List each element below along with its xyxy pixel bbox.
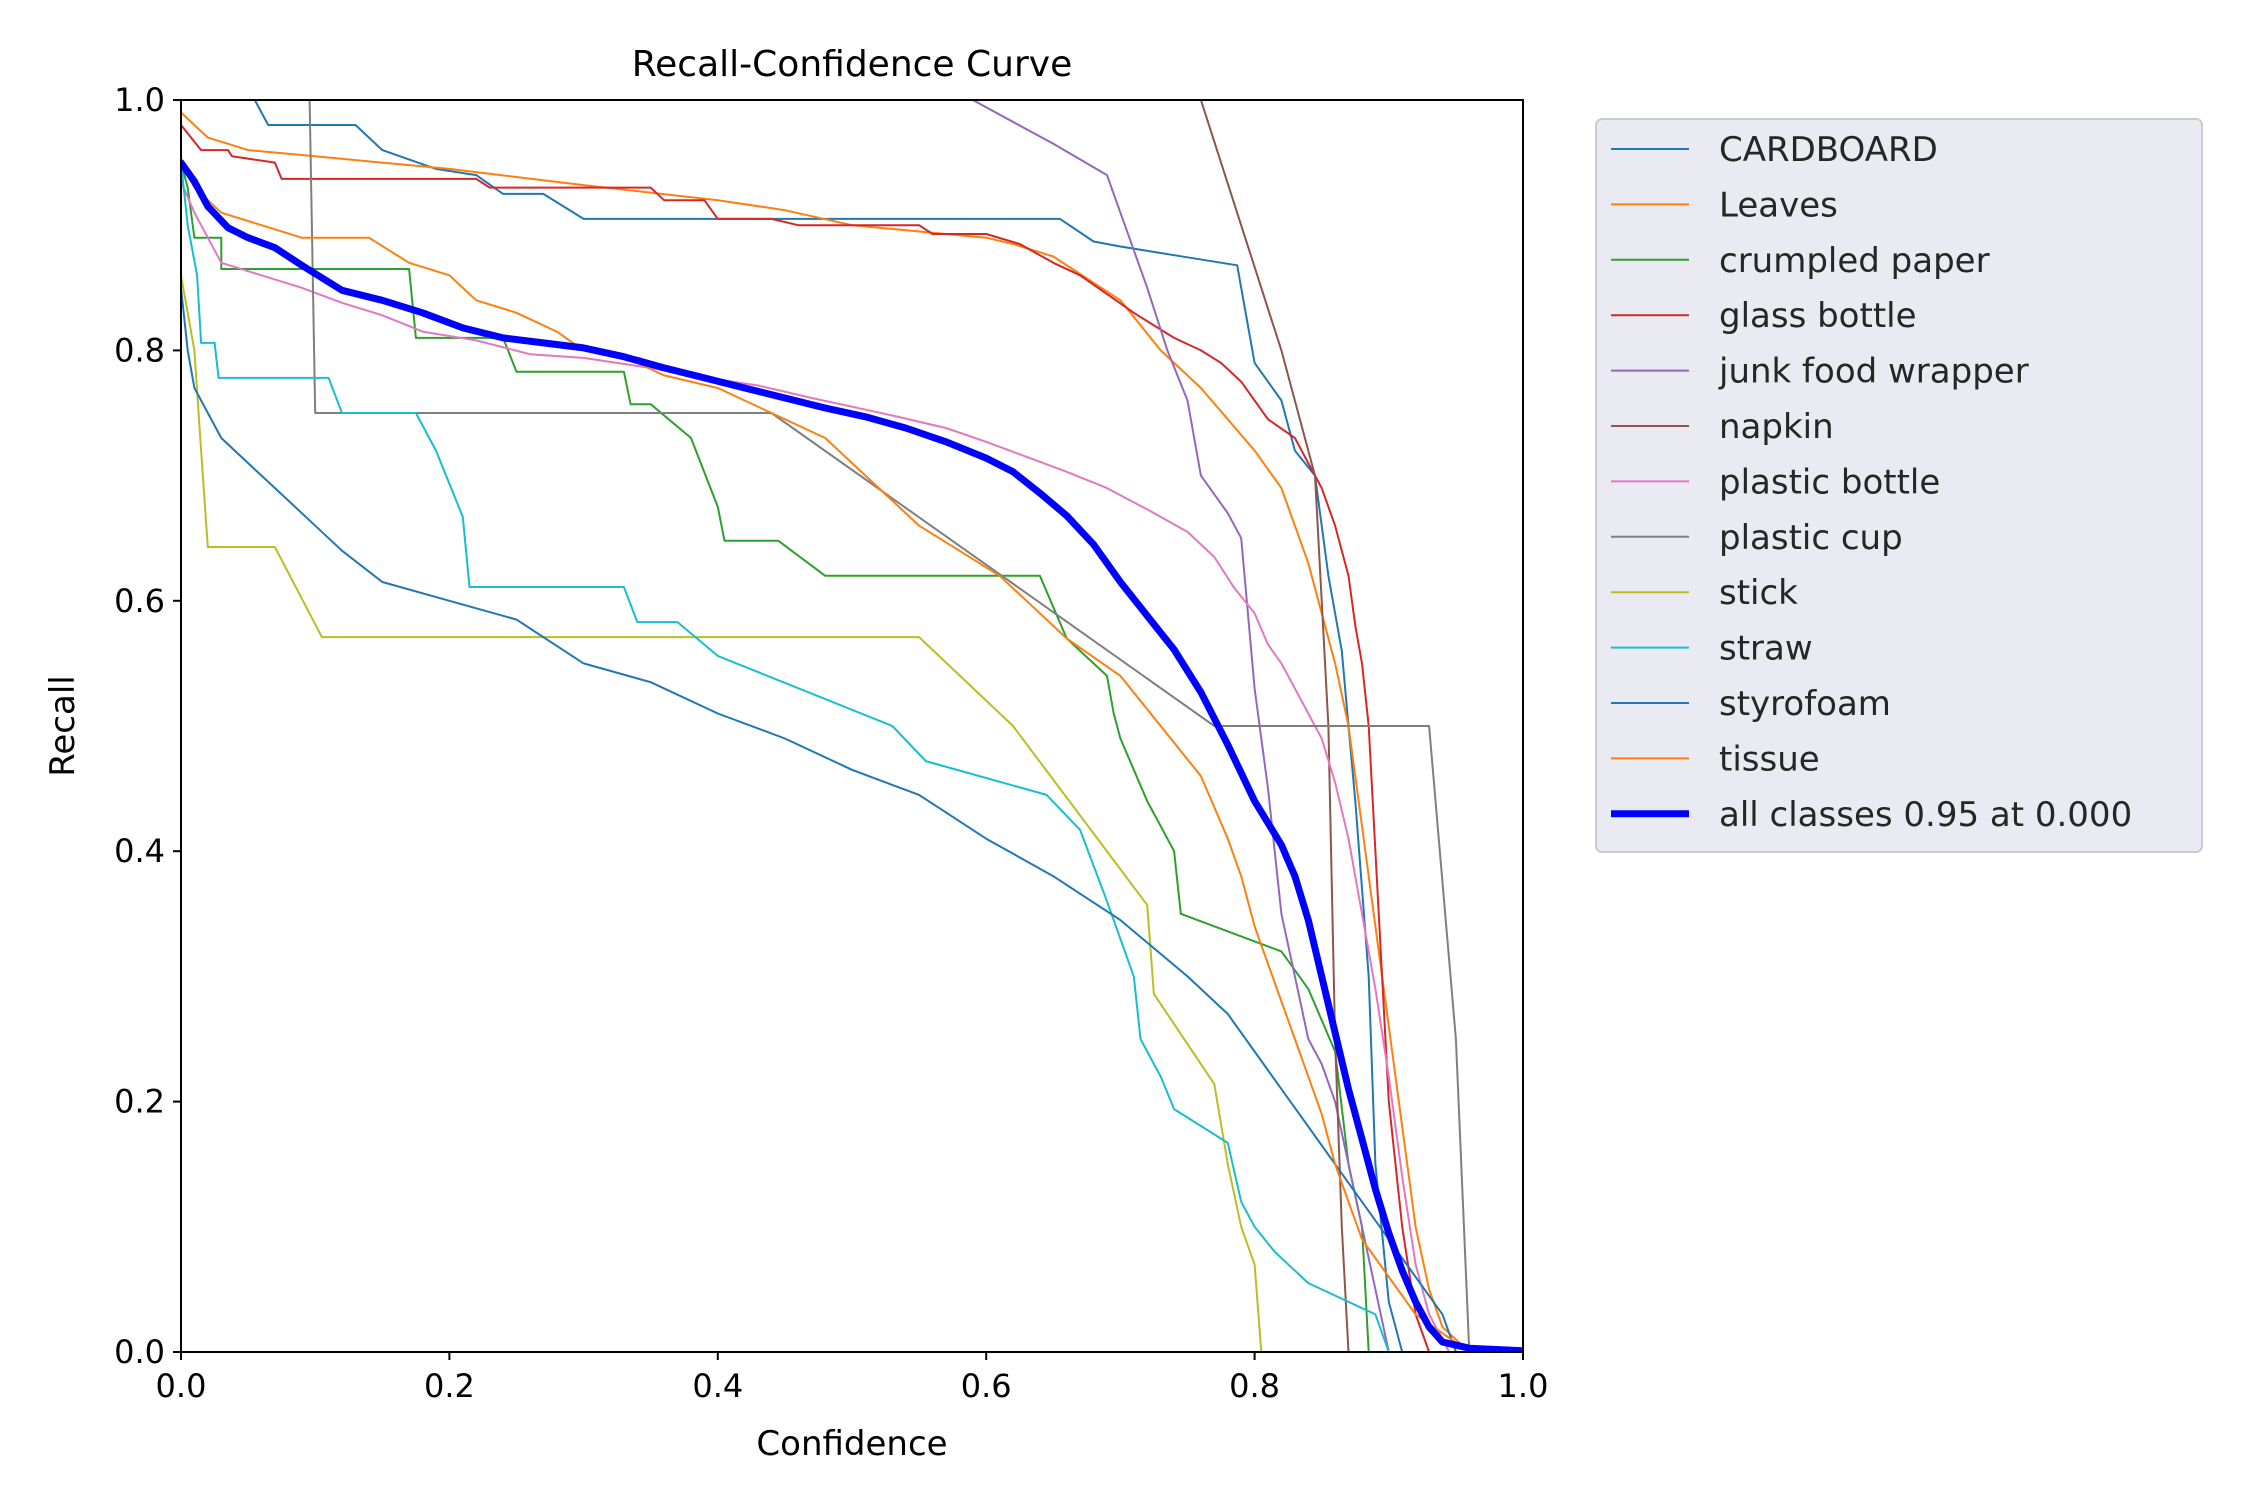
chart-title: Recall-Confidence Curve: [632, 44, 1072, 85]
y-tick-label: 0.4: [114, 832, 165, 870]
series-line-tissue: [181, 161, 1471, 1352]
legend-label-leaves: Leaves: [1719, 185, 1838, 225]
legend-label-junk-food-wrapper: junk food wrapper: [1718, 352, 2029, 392]
legend-label-plastic-cup: plastic cup: [1719, 518, 1903, 558]
y-axis-label: Recall: [43, 675, 83, 776]
x-tick-label: 1.0: [1498, 1367, 1549, 1405]
legend-label-cardboard: CARDBOARD: [1719, 130, 1938, 170]
plot-area: [180, 99, 1524, 1353]
x-tick-label: 0.0: [156, 1367, 207, 1405]
legend-label-crumpled-paper: crumpled paper: [1719, 241, 1990, 281]
legend-label-napkin: napkin: [1719, 407, 1834, 447]
plot-frame: [180, 99, 1524, 1353]
series-layer: [181, 100, 1523, 1352]
legend-label-styrofoam: styrofoam: [1719, 684, 1891, 724]
y-tick-label: 0.8: [114, 331, 165, 369]
series-line-straw: [181, 161, 1390, 1352]
series-line-all-classes-0-95-at-0-000: [181, 159, 1523, 1352]
series-line-stick: [181, 274, 1263, 1352]
series-line-crumpled-paper: [181, 161, 1370, 1352]
legend-label-all-classes-0-95-at-0-000: all classes 0.95 at 0.000: [1719, 795, 2132, 835]
series-line-glass-bottle: [181, 124, 1431, 1352]
series-line-junk-food-wrapper: [969, 100, 1390, 1352]
x-axis-label: Confidence: [756, 1424, 947, 1464]
y-tick-label: 0.2: [114, 1083, 165, 1121]
legend-label-stick: stick: [1719, 573, 1798, 613]
y-tick-label: 1.0: [114, 81, 165, 119]
x-tick-label: 0.2: [424, 1367, 475, 1405]
x-axis: 0.0 0.2 0.4 0.6 0.8 1.0: [156, 1352, 1549, 1405]
legend-label-straw: straw: [1719, 629, 1813, 669]
x-tick-label: 0.6: [961, 1367, 1012, 1405]
legend-label-plastic-bottle: plastic bottle: [1719, 462, 1940, 502]
legend-items: CARDBOARD Leaves crumpled paper glass bottl…: [1611, 130, 2132, 835]
x-tick-label: 0.8: [1229, 1367, 1280, 1405]
y-tick-label: 0.6: [114, 582, 165, 620]
x-tick-label: 0.4: [692, 1367, 743, 1405]
series-line-plastic-bottle: [181, 180, 1451, 1352]
legend: CARDBOARD Leaves crumpled paper glass bottl…: [1595, 118, 2203, 853]
legend-label-glass-bottle: glass bottle: [1719, 296, 1917, 336]
y-tick-label: 0.0: [114, 1333, 165, 1371]
y-axis: 0.0 0.2 0.4 0.6 0.8 1.0: [114, 81, 181, 1371]
legend-box: [1595, 118, 2203, 853]
legend-label-tissue: tissue: [1719, 739, 1820, 779]
